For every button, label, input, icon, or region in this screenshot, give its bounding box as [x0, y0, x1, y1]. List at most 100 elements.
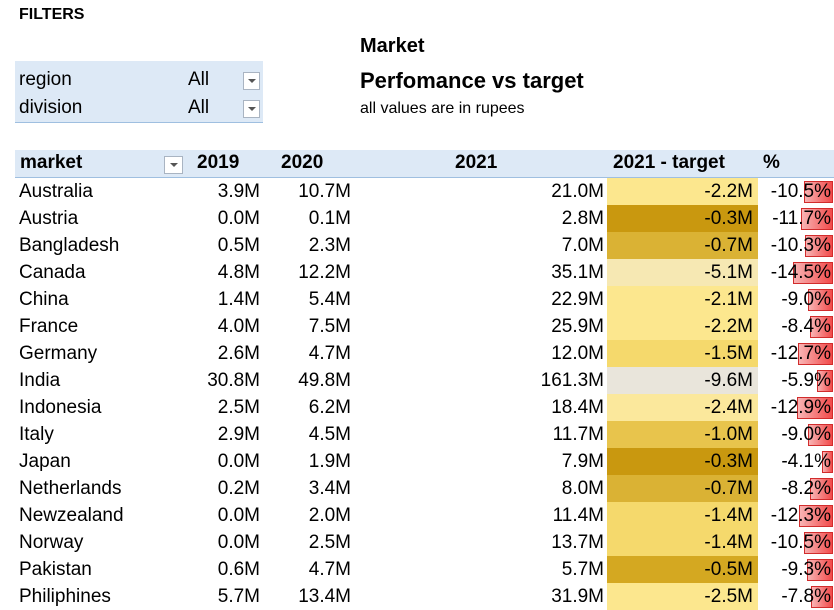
chevron-down-icon	[247, 79, 256, 83]
market-cell: Japan	[19, 451, 71, 472]
table-row: Bangladesh 0.5M 2.3M 7.0M -0.7M -10.3%	[0, 232, 834, 259]
value-2019-cell: 3.9M	[217, 181, 260, 202]
value-2021-cell: 7.9M	[561, 451, 604, 472]
pct-cell: -9.0%	[781, 424, 831, 445]
table-header: market 2019 2020 2021 2021 - target %	[15, 150, 834, 178]
table-row: Philiphines 5.7M 13.4M 31.9M -2.5M -7.8%	[0, 583, 834, 610]
pct-data-bar	[804, 181, 833, 203]
pct-data-bar	[810, 316, 833, 338]
table-body: Australia 3.9M 10.7M 21.0M -2.2M -10.5% Austri…	[0, 178, 834, 610]
value-2020-cell: 2.3M	[308, 235, 351, 256]
table-row: Australia 3.9M 10.7M 21.0M -2.2M -10.5%	[0, 178, 834, 205]
value-2021-cell: 161.3M	[540, 370, 604, 391]
value-2021-cell: 31.9M	[551, 586, 604, 607]
value-2019-cell: 4.8M	[217, 262, 260, 283]
region-dropdown-button[interactable]	[243, 72, 260, 90]
market-cell: Austria	[19, 208, 79, 229]
value-2020-cell: 0.1M	[308, 208, 351, 229]
pct-data-bar	[807, 559, 833, 581]
filters-title: FILTERS	[19, 6, 85, 23]
table-row: Germany 2.6M 4.7M 12.0M -1.5M -12.7%	[0, 340, 834, 367]
value-2019-cell: 2.5M	[217, 397, 260, 418]
header-2020: 2020	[281, 152, 324, 173]
target-diff-cell: -1.0M	[607, 421, 758, 448]
filter-division-value: All	[188, 97, 210, 118]
value-2021-cell: 5.7M	[561, 559, 604, 580]
target-diff-cell: -9.6M	[607, 367, 758, 394]
market-cell: China	[19, 289, 69, 310]
value-2020-cell: 4.5M	[308, 424, 351, 445]
table-row: China 1.4M 5.4M 22.9M -2.1M -9.0%	[0, 286, 834, 313]
division-dropdown-button[interactable]	[243, 100, 260, 118]
header-market: market	[20, 152, 83, 173]
pct-data-bar	[793, 262, 833, 284]
target-diff-cell: -1.4M	[607, 502, 758, 529]
market-cell: Pakistan	[19, 559, 92, 580]
value-2020-cell: 2.5M	[308, 532, 351, 553]
market-cell: Canada	[19, 262, 86, 283]
target-diff-cell: -0.7M	[607, 232, 758, 259]
pct-cell: -14.5%	[770, 262, 831, 283]
header-2019: 2019	[197, 152, 240, 173]
report-note: all values are in rupees	[360, 100, 525, 117]
market-cell: Netherlands	[19, 478, 122, 499]
value-2020-cell: 13.4M	[298, 586, 351, 607]
table-row: India 30.8M 49.8M 161.3M -9.6M -5.9%	[0, 367, 834, 394]
market-cell: Italy	[19, 424, 54, 445]
value-2019-cell: 2.9M	[217, 424, 260, 445]
pct-cell: -4.1%	[781, 451, 831, 472]
table-row: Austria 0.0M 0.1M 2.8M -0.3M -11.7%	[0, 205, 834, 232]
pct-cell: -8.4%	[781, 316, 831, 337]
target-diff-cell: -1.5M	[607, 340, 758, 367]
market-filter-button[interactable]	[164, 156, 183, 174]
pct-cell: -12.9%	[770, 397, 831, 418]
pct-cell: -8.2%	[781, 478, 831, 499]
value-2020-cell: 6.2M	[308, 397, 351, 418]
value-2021-cell: 11.4M	[552, 505, 604, 526]
value-2021-cell: 35.1M	[551, 262, 604, 283]
value-2019-cell: 1.4M	[217, 289, 260, 310]
pct-data-bar	[811, 586, 833, 608]
value-2021-cell: 18.4M	[551, 397, 604, 418]
market-cell: Australia	[19, 181, 93, 202]
pct-data-bar	[808, 289, 833, 311]
pct-cell: -10.5%	[770, 181, 831, 202]
pct-data-bar	[817, 370, 833, 392]
market-cell: Indonesia	[19, 397, 102, 418]
pct-cell: -10.3%	[770, 235, 831, 256]
value-2019-cell: 0.0M	[217, 208, 260, 229]
table-row: Pakistan 0.6M 4.7M 5.7M -0.5M -9.3%	[0, 556, 834, 583]
value-2021-cell: 2.8M	[561, 208, 604, 229]
value-2019-cell: 4.0M	[217, 316, 260, 337]
target-diff-cell: -2.5M	[607, 583, 758, 610]
target-diff-cell: -2.2M	[607, 313, 758, 340]
value-2019-cell: 0.0M	[217, 505, 260, 526]
table-row: Italy 2.9M 4.5M 11.7M -1.0M -9.0%	[0, 421, 834, 448]
target-diff-cell: -0.3M	[607, 448, 758, 475]
pct-data-bar	[822, 451, 833, 473]
market-cell: France	[19, 316, 79, 337]
value-2019-cell: 0.6M	[217, 559, 260, 580]
pct-data-bar	[804, 532, 833, 554]
report-subtitle: Perfomance vs target	[360, 68, 584, 93]
value-2020-cell: 4.7M	[308, 559, 351, 580]
value-2021-cell: 25.9M	[551, 316, 604, 337]
pct-cell: -12.7%	[770, 343, 831, 364]
target-diff-cell: -0.3M	[607, 205, 758, 232]
filter-panel: region All division All	[15, 61, 263, 123]
target-diff-cell: -0.7M	[607, 475, 758, 502]
filter-division: division All	[15, 95, 263, 121]
market-cell: Norway	[19, 532, 84, 553]
pct-cell: -5.9%	[781, 370, 831, 391]
value-2019-cell: 0.0M	[217, 451, 260, 472]
value-2019-cell: 0.2M	[217, 478, 260, 499]
value-2021-cell: 11.7M	[552, 424, 604, 445]
value-2020-cell: 12.2M	[298, 262, 351, 283]
table-row: Newzealand 0.0M 2.0M 11.4M -1.4M -12.3%	[0, 502, 834, 529]
value-2020-cell: 5.4M	[308, 289, 351, 310]
chevron-down-icon	[169, 163, 178, 167]
pct-cell: -9.0%	[781, 289, 831, 310]
value-2019-cell: 0.0M	[217, 532, 260, 553]
pct-cell: -11.7%	[772, 208, 831, 229]
table-row: France 4.0M 7.5M 25.9M -2.2M -8.4%	[0, 313, 834, 340]
